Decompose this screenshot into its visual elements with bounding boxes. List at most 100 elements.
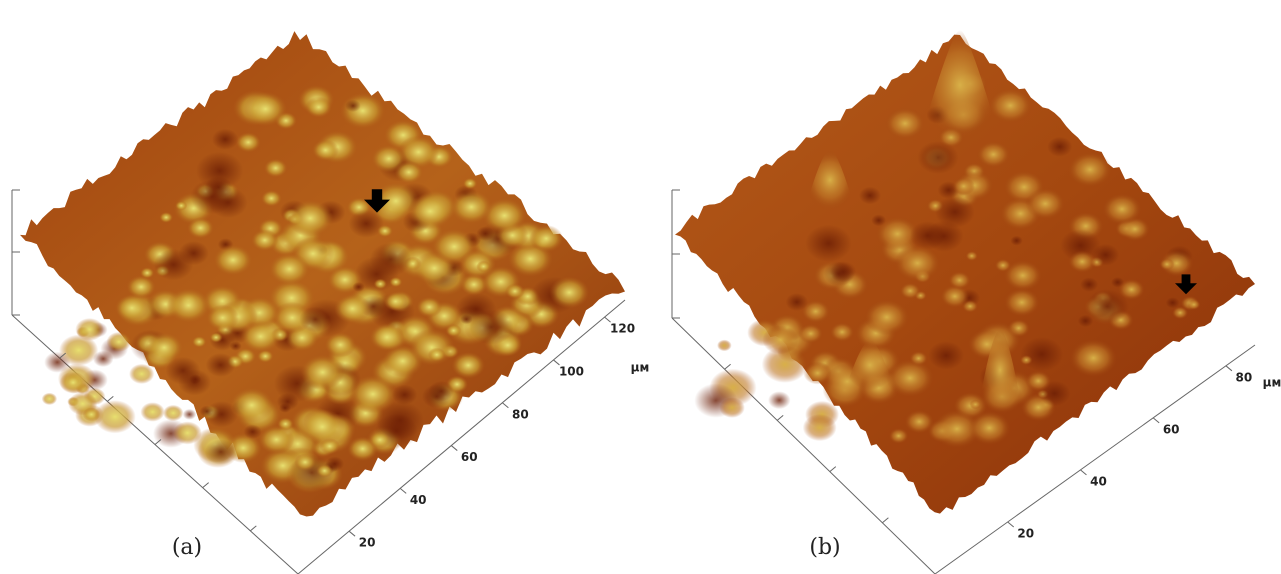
surface-feature — [183, 409, 197, 420]
axis-unit: µм — [1263, 376, 1281, 390]
surface-feature — [93, 351, 114, 367]
surface-feature — [392, 385, 417, 405]
surface-feature — [230, 388, 274, 423]
surface-feature — [799, 324, 823, 344]
axis-tick — [400, 488, 406, 493]
surface-feature — [190, 179, 233, 214]
surface-feature — [917, 141, 958, 174]
surface-feature — [257, 350, 273, 363]
surface-feature — [1166, 297, 1180, 308]
surface-feature — [935, 196, 975, 228]
surface-feature — [1026, 188, 1065, 220]
surface-feature — [416, 297, 442, 318]
tick-label: 40 — [1090, 474, 1107, 488]
surface-feature — [325, 332, 357, 357]
surface-feature — [717, 340, 732, 352]
tick-label: 80 — [1236, 370, 1253, 384]
surface-feature — [377, 225, 393, 238]
surface-feature — [334, 294, 371, 323]
surface-feature — [94, 400, 136, 433]
surface-feature — [549, 277, 589, 309]
surface-feature — [719, 397, 745, 417]
surface-feature — [140, 267, 154, 278]
tick-label: 80 — [512, 407, 529, 421]
surface-feature — [340, 93, 385, 129]
tick-label: 40 — [410, 493, 427, 507]
surface-feature — [163, 405, 183, 421]
surface-feature — [1118, 279, 1144, 300]
axis-tick — [1008, 522, 1014, 527]
surface-feature — [167, 288, 210, 323]
surface-feature — [140, 402, 164, 421]
axis-tick — [250, 526, 256, 531]
surface-feature — [1172, 306, 1188, 319]
surface-feature — [261, 190, 282, 207]
surface-feature — [529, 225, 563, 252]
surface-feature — [279, 403, 291, 413]
axis-unit: µм — [631, 361, 650, 375]
surface-feature — [886, 359, 934, 397]
axis-tick — [1153, 418, 1159, 423]
surface-feature — [305, 97, 332, 118]
surface-feature — [952, 177, 975, 195]
surface-feature — [300, 409, 345, 445]
surface-feature — [1004, 260, 1042, 291]
surface-feature — [428, 381, 454, 402]
surface-feature — [895, 245, 941, 282]
axis-tick — [1226, 366, 1232, 371]
surface-feature — [1068, 152, 1112, 187]
surface-feature — [244, 92, 287, 127]
surface-feature — [830, 322, 854, 342]
surface-feature — [106, 332, 131, 352]
surface-feature — [173, 421, 202, 444]
figure: (a) µм 20406080100120 (b) µм 20406080 — [0, 0, 1281, 574]
surface-feature — [251, 229, 278, 251]
surface-feature — [469, 309, 513, 344]
tick-label: 20 — [359, 536, 376, 550]
surface-feature — [966, 251, 978, 261]
axis-tick — [777, 415, 783, 420]
surface-feature — [214, 245, 253, 276]
surface-feature — [768, 391, 790, 409]
surface-feature — [159, 212, 173, 223]
panel-label: (b) — [809, 535, 840, 560]
surface-feature — [1004, 288, 1040, 316]
surface-feature — [1102, 193, 1141, 224]
surface-feature — [316, 464, 333, 477]
surface-feature — [352, 282, 364, 292]
surface-feature — [1159, 258, 1174, 270]
surface-feature — [505, 283, 524, 299]
surface-feature — [384, 292, 407, 311]
surface-feature — [460, 314, 473, 324]
axis-tick — [349, 531, 355, 536]
surface-feature — [301, 355, 345, 390]
surface-feature — [408, 193, 453, 229]
axis-tick — [203, 483, 209, 488]
surface-feature — [1047, 137, 1072, 157]
surface-feature — [476, 261, 491, 273]
tick-label: 20 — [1017, 526, 1034, 540]
surface-feature — [264, 159, 287, 178]
axis-tick — [1080, 470, 1086, 475]
surface-feature — [428, 348, 446, 362]
surface-feature — [209, 332, 222, 342]
surface-feature — [450, 190, 492, 224]
surface-feature — [154, 249, 193, 281]
surface-feature — [374, 279, 387, 290]
surface-feature — [948, 271, 970, 289]
surface-feature — [989, 88, 1033, 123]
surface-feature — [166, 357, 201, 385]
surface-feature — [1010, 236, 1022, 246]
tick-label: 100 — [559, 364, 584, 378]
axis-tick — [725, 364, 731, 369]
surface-feature — [299, 306, 331, 332]
surface-feature — [115, 294, 149, 321]
tick-label: 120 — [610, 322, 635, 336]
axis-tick — [882, 518, 888, 523]
surface-feature — [370, 243, 412, 277]
surface-feature — [864, 299, 909, 335]
surface-feature — [192, 336, 207, 348]
surface-feature — [1080, 277, 1098, 291]
surface-feature — [928, 341, 964, 369]
